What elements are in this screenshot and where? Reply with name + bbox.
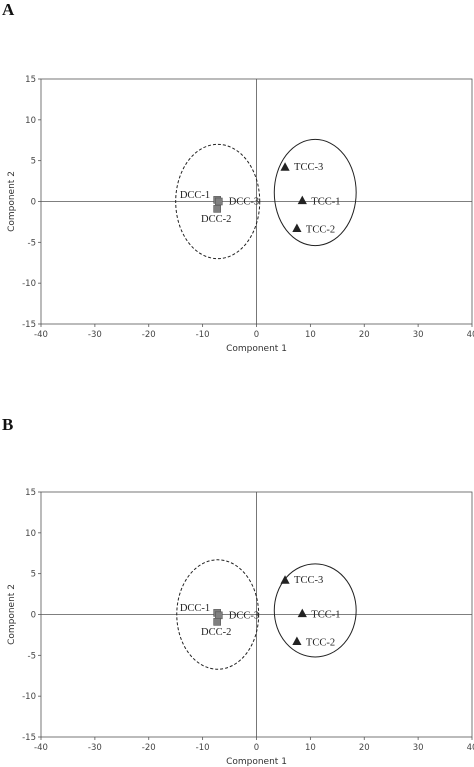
ellipse-dcc [176,559,260,670]
x-tick-label: -30 [88,743,102,753]
y-axis-title: Component 2 [7,171,17,232]
ellipse-tcc [273,138,357,247]
x-tick-label: 0 [254,330,259,340]
x-tick-label: 10 [305,743,316,753]
x-tick-label: -40 [34,743,48,753]
y-tick-label: -15 [22,733,36,743]
point-label-dcc-1: DCC-1 [180,603,210,614]
y-axis-title: Component 2 [7,584,17,645]
x-tick-label: -20 [142,743,156,753]
x-tick-label: -20 [142,330,156,340]
point-label-dcc-3: DCC-3 [229,610,259,621]
point-label-tcc-1: TCC-1 [311,197,340,208]
point-label-tcc-3: TCC-3 [294,575,323,586]
y-tick-label: 5 [31,157,36,167]
y-tick-label: -10 [22,279,36,289]
x-axis-title: Component 1 [226,757,287,767]
y-tick-label: 15 [25,75,36,85]
point-label-dcc-2: DCC-2 [201,627,231,638]
y-tick-label: 10 [25,116,36,126]
point-tcc-2 [292,223,302,232]
point-dcc-2 [213,618,221,626]
y-tick-label: -10 [22,692,36,702]
x-tick-label: 40 [467,743,474,753]
x-tick-label: 20 [359,330,370,340]
point-tcc-1 [297,608,307,618]
chart-panel-a: A -40 -30 -20 -10 0 10 20 30 40 -15 -10 -5 0 5 10 15 Comp… [2,0,474,354]
ellipse-tcc [273,563,357,658]
point-label-tcc-2: TCC-2 [306,637,335,648]
point-dcc-3 [214,611,223,620]
y-tick-label: 0 [31,611,36,621]
y-tick-label: 10 [25,529,36,539]
point-tcc-1 [297,195,307,205]
y-tick-label: -5 [28,238,36,248]
point-label-tcc-2: TCC-2 [306,224,335,235]
point-tcc-3 [280,575,290,584]
x-tick-label: -40 [34,330,48,340]
point-dcc-2 [213,205,221,213]
y-tick-label: 15 [25,488,36,498]
x-tick-label: 30 [413,330,424,340]
y-tick-label: -5 [28,651,36,661]
point-dcc-3 [214,197,223,206]
y-tick-label: 5 [31,570,36,580]
x-tick-label: 40 [467,330,474,340]
x-tick-label: -10 [196,743,210,753]
panel-letter: A [2,0,15,19]
x-tick-label: 10 [305,330,316,340]
x-tick-label: -30 [88,330,102,340]
x-tick-label: 30 [413,743,424,753]
chart-panel-b: B -40 -30 -20 -10 0 10 20 30 40 -15 -10 -5 0 5 10 15 Comp… [2,415,474,767]
point-label-dcc-1: DCC-1 [180,190,210,201]
point-tcc-3 [280,162,290,171]
x-tick-label: 20 [359,743,370,753]
x-axis-title: Component 1 [226,344,287,354]
point-label-dcc-3: DCC-3 [229,197,259,208]
y-tick-label: 0 [31,198,36,208]
point-tcc-2 [292,636,302,645]
panel-letter: B [2,415,13,434]
x-tick-label: -10 [196,330,210,340]
point-label-tcc-1: TCC-1 [311,610,340,621]
x-tick-label: 0 [254,743,259,753]
ellipse-dcc [175,143,261,260]
point-label-dcc-2: DCC-2 [201,214,231,225]
y-tick-label: -15 [22,320,36,330]
point-label-tcc-3: TCC-3 [294,162,323,173]
